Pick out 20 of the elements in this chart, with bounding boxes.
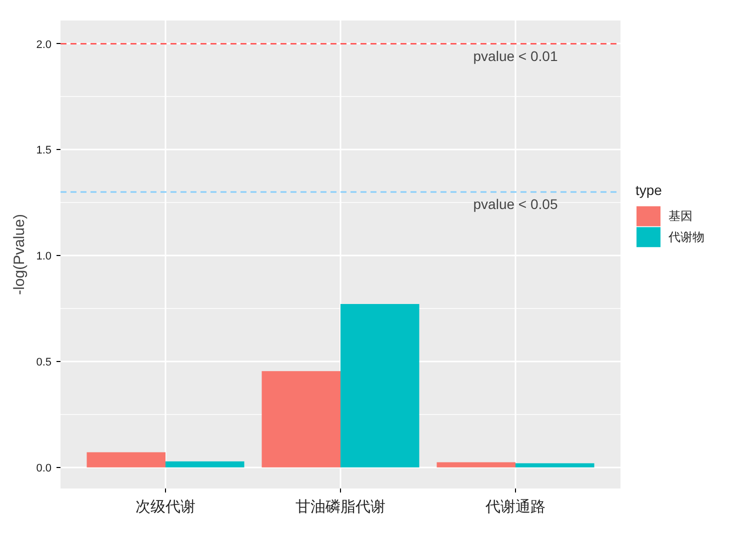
x-tick-label: 次级代谢: [136, 498, 196, 516]
legend-label: 基因: [668, 209, 692, 224]
bar: [340, 304, 420, 468]
y-tick-label: 0.5: [36, 356, 52, 368]
y-tick-label: 0.0: [36, 462, 52, 474]
bar: [436, 462, 516, 468]
legend-label: 代谢物: [668, 230, 704, 244]
ref-line-label: pvalue < 0.05: [473, 196, 558, 212]
y-axis-title: -log(Pvalue): [11, 214, 28, 295]
y-tick-label: 1.5: [36, 144, 52, 157]
y-tick-label: 1.0: [36, 250, 52, 263]
legend-title: type: [636, 182, 662, 198]
y-tick-label: 2.0: [36, 38, 52, 51]
bar: [516, 463, 594, 468]
x-tick-label: 甘油磷脂代谢: [296, 498, 386, 516]
bar: [262, 371, 340, 468]
x-tick-label: 代谢通路: [484, 498, 546, 516]
ref-line-label: pvalue < 0.01: [473, 48, 558, 64]
bar: [86, 452, 166, 468]
bar: [166, 461, 244, 468]
